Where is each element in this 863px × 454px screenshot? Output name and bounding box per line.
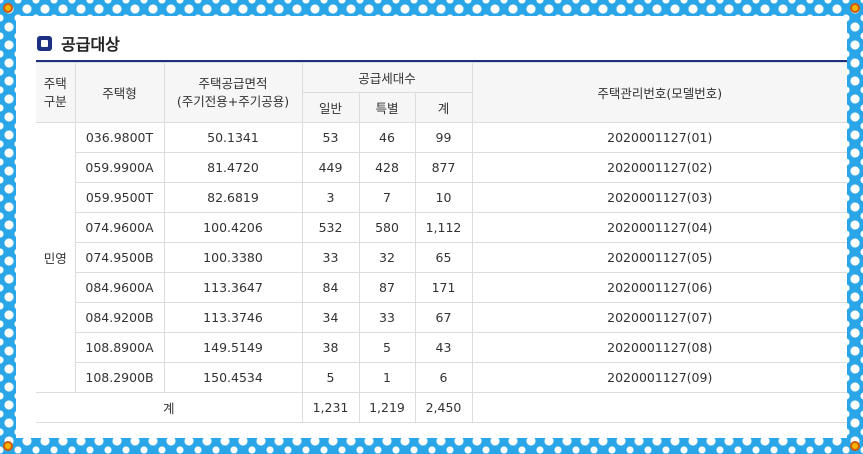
table-row: 108.2900B 150.4534 5 1 6 2020001127(09)	[36, 362, 847, 393]
general-cell: 38	[301, 332, 360, 363]
area-cell: 149.5149	[163, 332, 303, 363]
header-supply-units: 공급세대수	[301, 62, 473, 93]
special-cell: 33	[358, 302, 416, 333]
total-cell: 171	[414, 272, 473, 303]
corner-ornament-icon	[850, 441, 860, 451]
special-cell: 580	[358, 212, 416, 243]
general-cell: 5	[301, 362, 360, 393]
header-management-number: 주택관리번호(모델번호)	[471, 62, 847, 123]
area-cell: 82.6819	[163, 182, 303, 213]
corner-ornament-icon	[850, 3, 860, 13]
total-cell: 43	[414, 332, 473, 363]
category-cell: 민영	[36, 122, 76, 393]
area-cell: 100.3380	[163, 242, 303, 273]
special-cell: 46	[358, 122, 416, 153]
header-special: 특별	[358, 92, 416, 123]
type-cell: 084.9600A	[74, 272, 165, 303]
section-title: 공급대상	[61, 35, 120, 54]
supply-table: 주택 구분 주택형 주택공급면적 (주기전용+주기공용) 공급세대수 주택관리번…	[36, 62, 847, 423]
general-cell: 84	[301, 272, 360, 303]
area-cell: 113.3647	[163, 272, 303, 303]
general-cell: 33	[301, 242, 360, 273]
total-label: 계	[36, 392, 303, 423]
general-cell: 34	[301, 302, 360, 333]
general-cell: 53	[301, 122, 360, 153]
table-top-rule	[36, 60, 847, 62]
mgmt-number-cell: 2020001127(03)	[471, 182, 847, 213]
total-cell: 99	[414, 122, 473, 153]
table-row: 074.9500B 100.3380 33 32 65 2020001127(0…	[36, 242, 847, 273]
total-cell: 6	[414, 362, 473, 393]
special-cell: 32	[358, 242, 416, 273]
mgmt-number-cell: 2020001127(07)	[471, 302, 847, 333]
area-cell: 100.4206	[163, 212, 303, 243]
total-row: 계 1,231 1,219 2,450	[36, 392, 847, 423]
type-cell: 108.8900A	[74, 332, 165, 363]
total-sum: 2,450	[414, 392, 473, 423]
total-special: 1,219	[358, 392, 416, 423]
header-housing-type: 주택형	[74, 62, 165, 123]
corner-ornament-icon	[3, 3, 13, 13]
mgmt-number-cell: 2020001127(01)	[471, 122, 847, 153]
total-cell: 65	[414, 242, 473, 273]
type-cell: 074.9600A	[74, 212, 165, 243]
table-row: 084.9600A 113.3647 84 87 171 2020001127(…	[36, 272, 847, 303]
total-cell: 1,112	[414, 212, 473, 243]
table-row: 108.8900A 149.5149 38 5 43 2020001127(08…	[36, 332, 847, 363]
type-cell: 036.9800T	[74, 122, 165, 153]
general-cell: 3	[301, 182, 360, 213]
table-row: 민영 036.9800T 50.1341 53 46 99 2020001127…	[36, 122, 847, 393]
table-row: 084.9200B 113.3746 34 33 67 2020001127(0…	[36, 302, 847, 333]
square-bullet-icon	[37, 35, 52, 51]
area-cell: 81.4720	[163, 152, 303, 183]
area-cell: 113.3746	[163, 302, 303, 333]
content-panel: 공급대상 주택 구분 주택형 주택공급면적 (주기전용+주기공용) 공급세대수 …	[16, 16, 847, 438]
total-cell: 67	[414, 302, 473, 333]
type-cell: 059.9500T	[74, 182, 165, 213]
header-housing-category: 주택 구분	[36, 62, 76, 123]
area-cell: 50.1341	[163, 122, 303, 153]
table-row: 059.9900A 81.4720 449 428 877 2020001127…	[36, 152, 847, 183]
total-general: 1,231	[301, 392, 360, 423]
special-cell: 7	[358, 182, 416, 213]
special-cell: 428	[358, 152, 416, 183]
area-cell: 150.4534	[163, 362, 303, 393]
total-cell: 877	[414, 152, 473, 183]
mgmt-number-cell: 2020001127(08)	[471, 332, 847, 363]
special-cell: 1	[358, 362, 416, 393]
section-heading: 공급대상	[37, 31, 120, 55]
type-cell: 108.2900B	[74, 362, 165, 393]
header-general: 일반	[302, 92, 360, 123]
general-cell: 449	[301, 152, 360, 183]
type-cell: 059.9900A	[74, 152, 165, 183]
mgmt-number-cell: 2020001127(02)	[471, 152, 847, 183]
header-total: 계	[414, 92, 472, 123]
mgmt-number-cell: 2020001127(09)	[471, 362, 847, 393]
total-mgmt-empty	[471, 392, 847, 423]
type-cell: 074.9500B	[74, 242, 165, 273]
table-row: 059.9500T 82.6819 3 7 10 2020001127(03)	[36, 182, 847, 213]
type-cell: 084.9200B	[74, 302, 165, 333]
total-cell: 10	[414, 182, 473, 213]
header-supply-area: 주택공급면적 (주기전용+주기공용)	[163, 62, 303, 123]
mgmt-number-cell: 2020001127(06)	[471, 272, 847, 303]
mgmt-number-cell: 2020001127(05)	[471, 242, 847, 273]
special-cell: 5	[358, 332, 416, 363]
general-cell: 532	[301, 212, 360, 243]
table-row: 074.9600A 100.4206 532 580 1,112 2020001…	[36, 212, 847, 243]
mgmt-number-cell: 2020001127(04)	[471, 212, 847, 243]
corner-ornament-icon	[3, 441, 13, 451]
special-cell: 87	[358, 272, 416, 303]
